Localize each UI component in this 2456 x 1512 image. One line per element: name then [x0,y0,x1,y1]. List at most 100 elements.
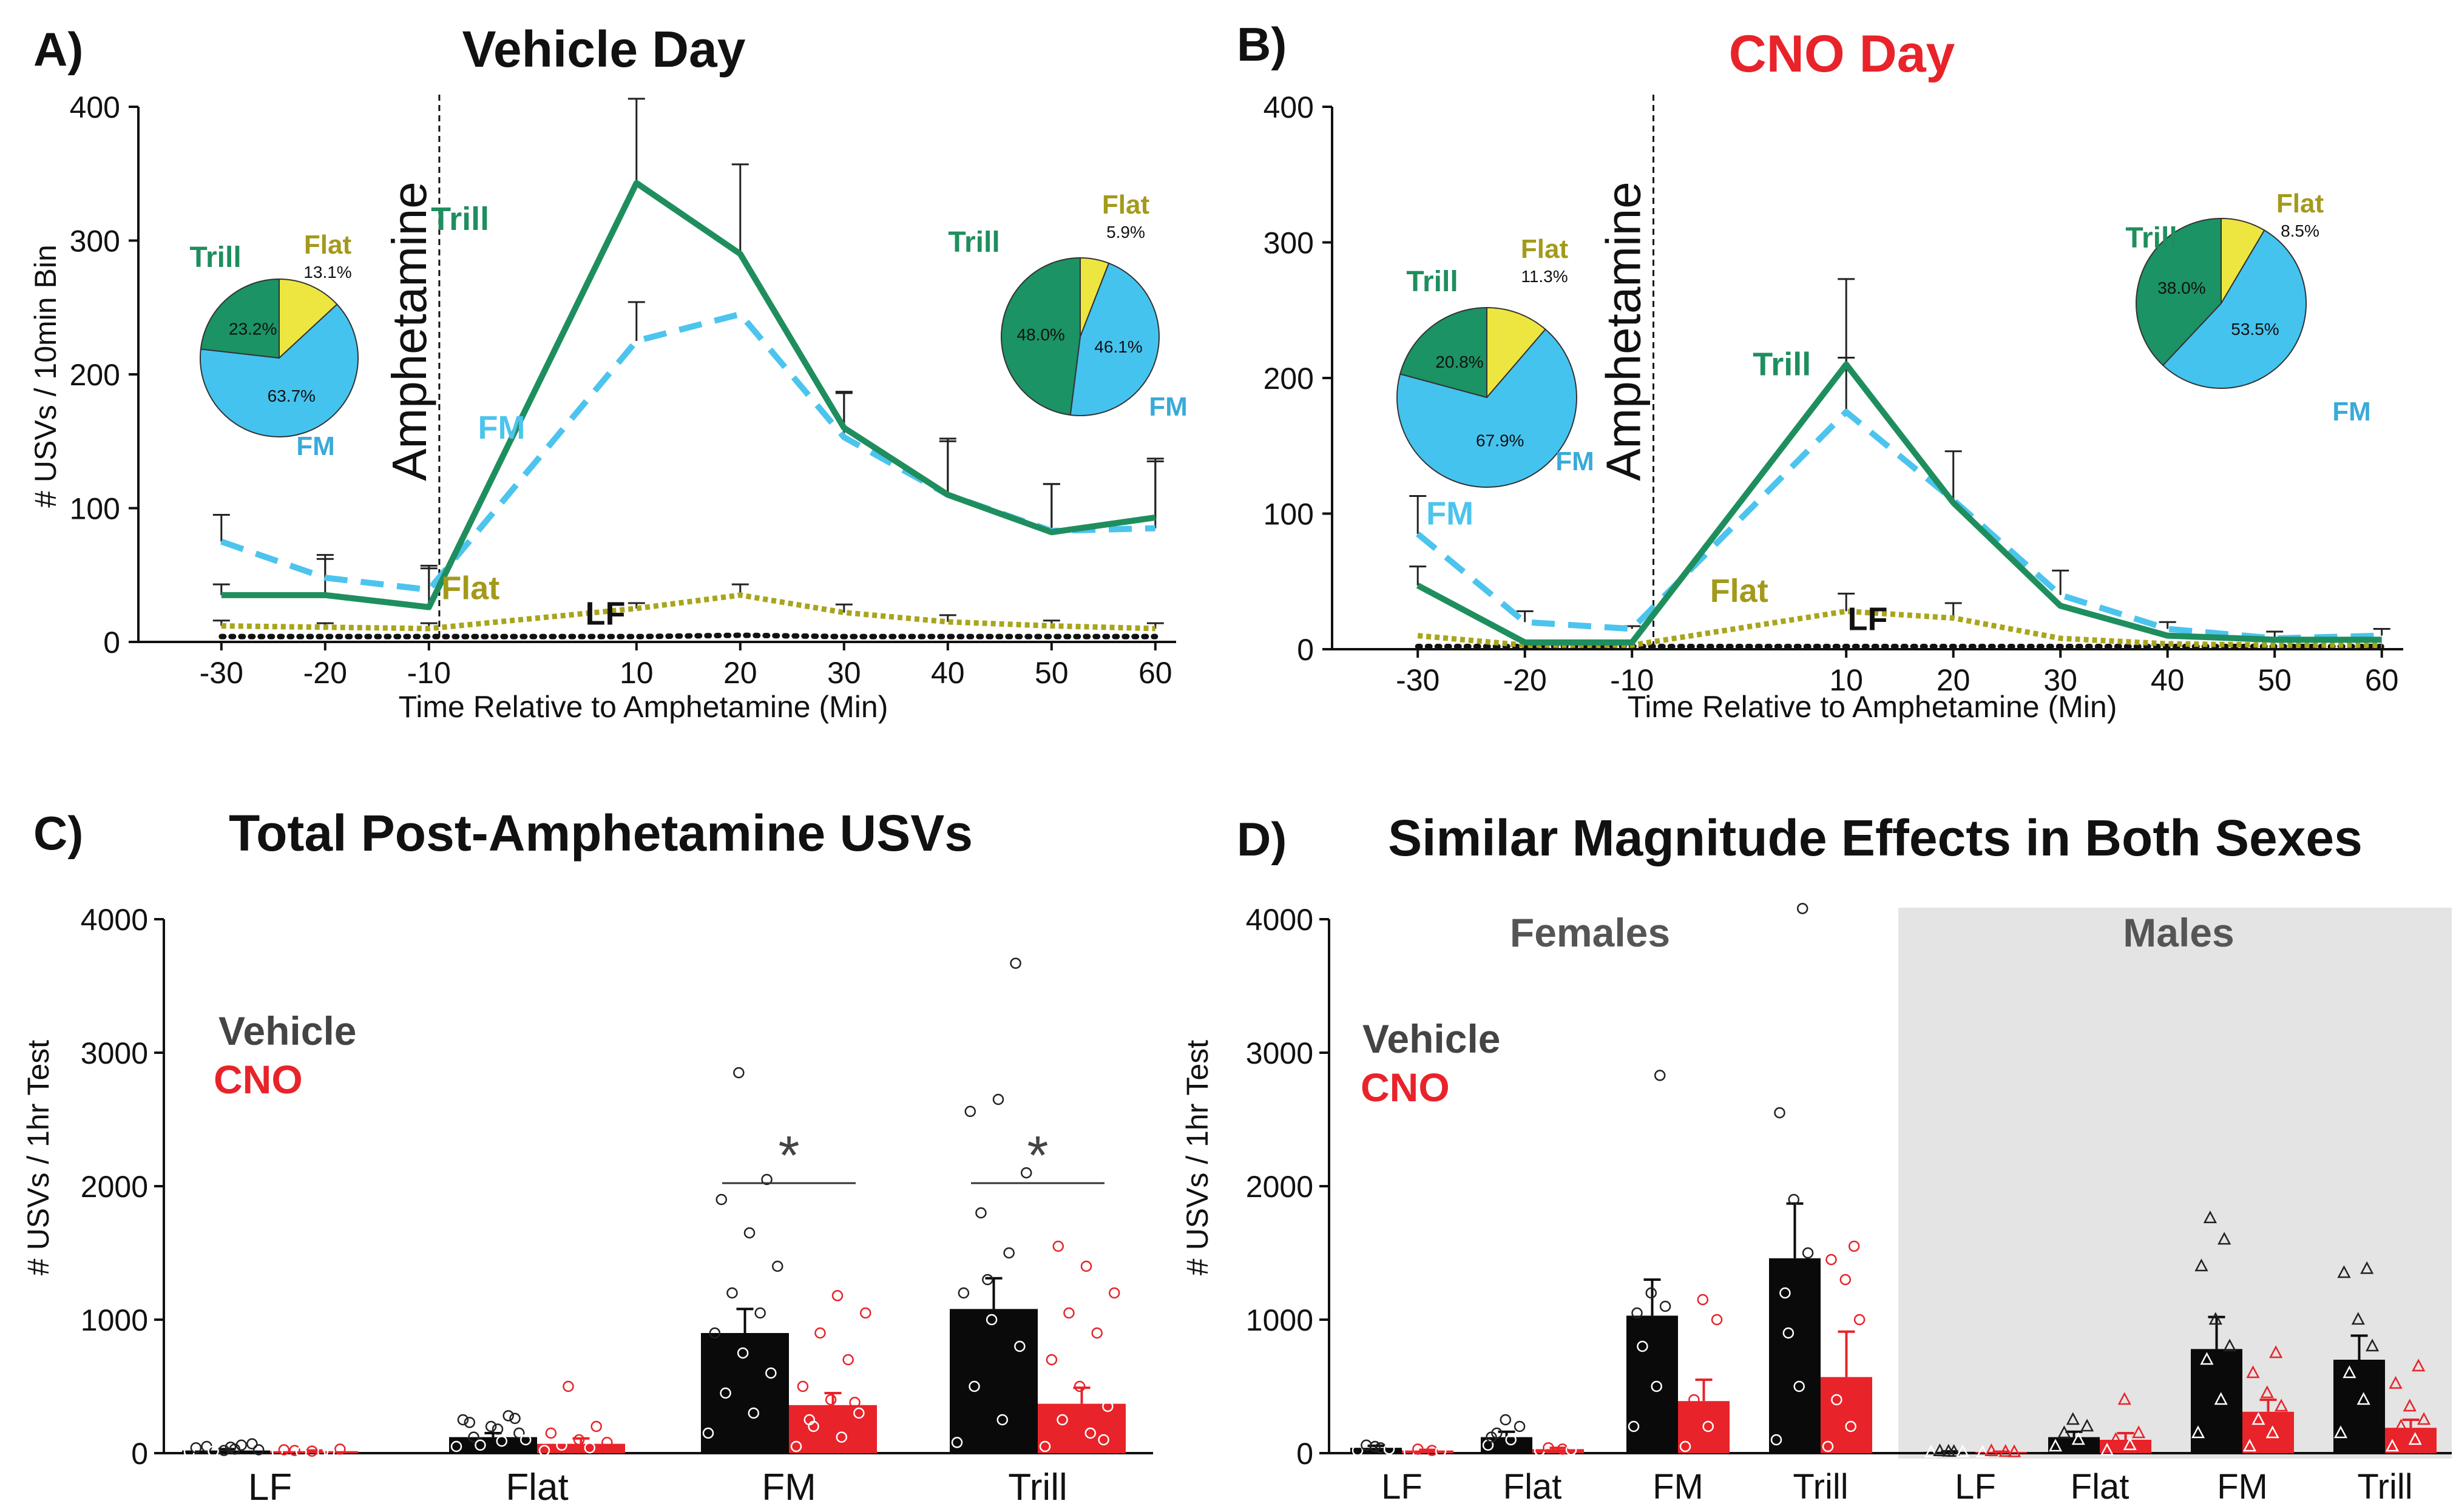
y-tick-label: 400 [1264,90,1314,124]
pie-pct-trill: 48.0% [1017,325,1064,344]
cno-data-point [1984,1443,1998,1456]
vehicle-data-point [496,1435,508,1447]
pie-pct-fm: 63.7% [268,386,316,405]
cno-bar [1038,1403,1126,1453]
cno-data-point [2265,1425,2279,1439]
vehicle-data-point [2337,1265,2351,1278]
vehicle-data-point [2333,1425,2348,1439]
x-tick-label: -30 [200,656,243,690]
vehicle-data-point [2057,1425,2071,1439]
vehicle-data-point [1351,1445,1364,1456]
pie-label-fm: FM [296,431,335,461]
vehicle-data-point [964,1105,976,1118]
cno-data-point [2385,1439,2400,1452]
vehicle-data-point [1631,1307,1643,1319]
y-tick-label: 1000 [81,1303,148,1337]
cno-bar [789,1405,877,1453]
cno-data-point [1557,1443,1568,1455]
vehicle-data-point [2351,1312,2365,1325]
panel-a-series: Trill FM Flat LF [212,98,1164,640]
vehicle-data-point [2080,1419,2094,1432]
vehicle-data-point [1933,1443,1947,1456]
cno-data-point [2109,1432,2123,1445]
pie-pct-fm: 67.9% [1476,431,1524,450]
panel-d-bars: LF LF Flat Flat FM FM Trill Trill [1350,903,2437,1507]
vehicle-data-point [2214,1392,2228,1405]
vehicle-bar [449,1437,537,1453]
cno-data-point [538,1445,550,1456]
vehicle-data-point [457,1414,469,1426]
x-tick-label: 30 [2043,663,2077,697]
cno-data-point [1565,1444,1577,1456]
cno-data-point [1098,1434,1109,1446]
panel-d-legend-cno: CNO [1361,1065,1450,1110]
vehicle-data-point [986,1314,998,1326]
cno-data-point [1711,1314,1723,1326]
cno-data-point [1102,1400,1114,1412]
panel-c-legend-vehicle: Vehicle [218,1008,357,1053]
panel-d-title: Similar Magnitude Effects in Both Sexes [1388,809,2363,866]
panel-d-group-males: Males [2123,910,2234,955]
vehicle-data-point [492,1423,504,1435]
vehicle-data-point [1010,957,1021,969]
vehicle-data-point [1505,1434,1517,1446]
vehicle-data-point [1774,1107,1785,1119]
vehicle-data-point [2218,1232,2231,1245]
y-tick-label: 2000 [81,1170,148,1204]
cno-data-point [271,1446,283,1459]
cno-data-point [2394,1419,2408,1432]
cno-data-point [289,1445,300,1456]
cno-data-point [573,1434,585,1446]
lf-series-label: LF [586,595,626,632]
x-tick-label: 40 [2151,663,2185,697]
pie-pct-fm: 46.1% [1094,337,1142,356]
y-tick-label: 400 [70,90,120,124]
vehicle-data-point [513,1427,525,1439]
cno-data-point [1063,1307,1075,1319]
trill-series-label: Trill [1753,346,1811,383]
cno-data-point [584,1442,596,1454]
cno-data-point [2412,1358,2426,1372]
pie-label-flat: Flat [304,230,352,260]
cno-data-point [323,1446,335,1458]
vehicle-data-point [771,1260,783,1272]
vehicle-data-point [1654,1070,1666,1081]
pie-slice-trill [2136,217,2222,366]
pie-slice-trill [1399,306,1487,399]
category-label-female: Trill [1793,1467,1848,1507]
vehicle-data-point [190,1442,202,1454]
cno-data-point [1074,1380,1086,1392]
panel-a-axes: 0 100 200 300 400 -30 -20 -10 10 20 30 40 50 60 Amphet… [70,90,1176,690]
x-tick-label: 60 [1138,656,1172,690]
vehicle-data-point [958,1287,970,1299]
cno-data-point [1046,1354,1058,1366]
panel-c-ylabel: # USVs / 1hr Test [21,1040,55,1275]
cno-data-point [1845,1420,1856,1433]
pie-label-trill: Trill [948,226,1000,258]
x-tick-label: 20 [723,656,757,690]
cno-data-point [2403,1399,2417,1412]
cno-data-point [1853,1314,1866,1326]
vehicle-data-point [218,1445,230,1456]
panel-a-xlabel: Time Relative to Amphetamine (Min) [399,690,888,724]
category-label-female: Flat [1503,1467,1562,1507]
vehicle-data-point [2194,1258,2208,1272]
cno-data-point [2251,1412,2265,1425]
cno-data-point [2417,1412,2431,1425]
vehicle-data-point [475,1439,486,1451]
vehicle-data-point [754,1307,766,1319]
panel-a-ylabel: # USVs / 10min Bin [29,245,63,508]
pie-slice-fm [1396,328,1577,488]
vehicle-data-point [1383,1443,1395,1455]
vehicle-data-point [1770,1434,1782,1446]
category-label-male: FM [2217,1467,2268,1507]
cno-data-point [306,1445,318,1457]
category-label-female: FM [1653,1467,1703,1507]
y-tick-label: 0 [1297,633,1314,667]
x-tick-label: 50 [1035,656,1069,690]
vehicle-data-point [1361,1439,1372,1451]
cno-data-point [1998,1444,2012,1457]
x-tick-label: -20 [1503,663,1547,697]
cno-data-point [2260,1385,2274,1399]
cno-data-point [853,1407,865,1419]
